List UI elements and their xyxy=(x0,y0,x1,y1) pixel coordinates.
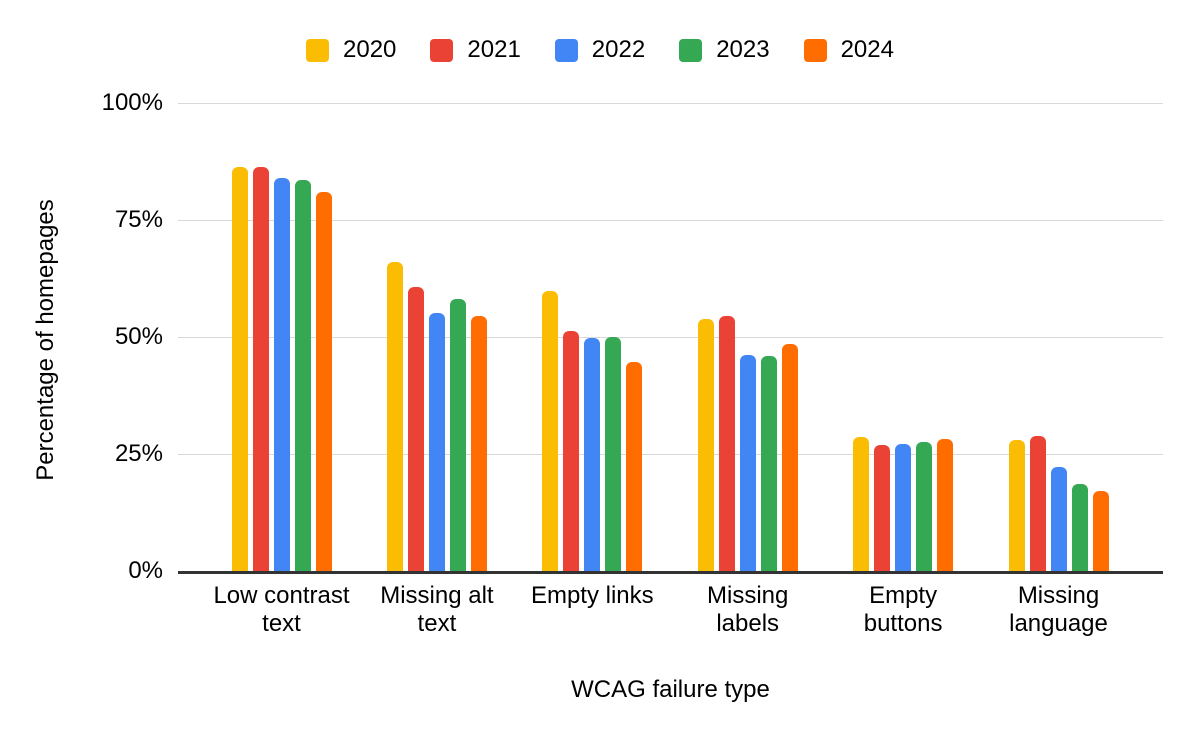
legend-swatch-2024 xyxy=(803,38,827,62)
bar-2021-missing-alt-text xyxy=(407,287,424,571)
x-tick-label-missing-labels: Missing labels xyxy=(707,582,789,637)
legend-item-2024: 2024 xyxy=(803,36,894,64)
x-tick-label-missing-alt-text: Missing alt text xyxy=(380,582,494,637)
bar-2020-missing-language xyxy=(1008,440,1025,571)
x-axis-title: WCAG failure type xyxy=(571,676,770,703)
bar-2020-low-contrast-text xyxy=(231,167,248,571)
legend-swatch-2021 xyxy=(430,38,454,62)
bar-2024-missing-labels xyxy=(781,343,798,571)
y-tick-label-50: 50% xyxy=(114,323,163,350)
bar-2021-empty-buttons xyxy=(874,445,891,571)
bar-2024-low-contrast-text xyxy=(315,191,332,571)
legend-item-2022: 2022 xyxy=(554,36,646,64)
legend-item-2023: 2023 xyxy=(679,36,770,64)
y-tick-label-75: 75% xyxy=(114,206,163,233)
x-tick-label-empty-buttons: Empty buttons xyxy=(863,582,943,637)
bar-2023-missing-language xyxy=(1071,484,1088,571)
gridline-100 xyxy=(178,103,1163,104)
bar-2024-missing-language xyxy=(1092,491,1109,571)
bar-2023-low-contrast-text xyxy=(294,179,311,571)
legend-swatch-2020 xyxy=(306,38,330,62)
y-tick-label-0: 0% xyxy=(128,557,163,584)
legend-label-2022: 2022 xyxy=(591,36,646,63)
x-axis-line xyxy=(178,571,1163,574)
legend-item-2021: 2021 xyxy=(430,36,521,64)
y-tick-label-100: 100% xyxy=(101,89,163,116)
bar-2024-empty-buttons xyxy=(937,439,954,571)
bar-2024-empty-links xyxy=(626,362,643,571)
bar-2021-missing-language xyxy=(1029,435,1046,571)
legend-swatch-2023 xyxy=(679,38,703,62)
bar-2020-empty-buttons xyxy=(853,436,870,571)
x-tick-label-low-contrast-text: Low contrast text xyxy=(213,582,350,637)
y-axis-title: Percentage of homepages xyxy=(32,199,59,481)
gridline-50 xyxy=(178,337,1163,338)
bar-2022-empty-buttons xyxy=(895,443,912,571)
x-tick-label-missing-language: Missing language xyxy=(1009,582,1108,637)
gridline-25 xyxy=(178,454,1163,455)
bar-2021-missing-labels xyxy=(718,316,735,571)
y-tick-label-25: 25% xyxy=(114,440,163,467)
bar-2022-empty-links xyxy=(584,338,601,571)
bar-2022-missing-labels xyxy=(739,355,756,571)
bar-2020-missing-labels xyxy=(697,319,714,571)
bar-2022-low-contrast-text xyxy=(273,178,290,571)
legend: 2020 2021 2022 2023 2024 xyxy=(0,28,1200,72)
legend-label-2021: 2021 xyxy=(467,36,521,63)
bar-2024-missing-alt-text xyxy=(470,315,487,571)
bar-2022-missing-alt-text xyxy=(428,313,445,571)
x-tick-label-empty-links: Empty links xyxy=(530,582,654,609)
gridline-75 xyxy=(178,220,1163,221)
legend-swatch-2022 xyxy=(554,38,578,62)
bar-2023-missing-alt-text xyxy=(449,298,466,571)
legend-item-2020: 2020 xyxy=(306,36,396,64)
bar-2021-low-contrast-text xyxy=(252,166,269,571)
bar-2020-empty-links xyxy=(542,290,559,571)
bar-2023-empty-buttons xyxy=(916,442,933,571)
bar-2023-empty-links xyxy=(605,336,622,571)
legend-label-2024: 2024 xyxy=(840,36,894,63)
legend-label-2023: 2023 xyxy=(716,36,770,63)
bar-2020-missing-alt-text xyxy=(386,262,403,571)
bar-2021-empty-links xyxy=(563,330,580,571)
bar-2022-missing-language xyxy=(1050,466,1067,571)
legend-label-2020: 2020 xyxy=(343,36,397,63)
bar-2023-missing-labels xyxy=(760,356,777,571)
